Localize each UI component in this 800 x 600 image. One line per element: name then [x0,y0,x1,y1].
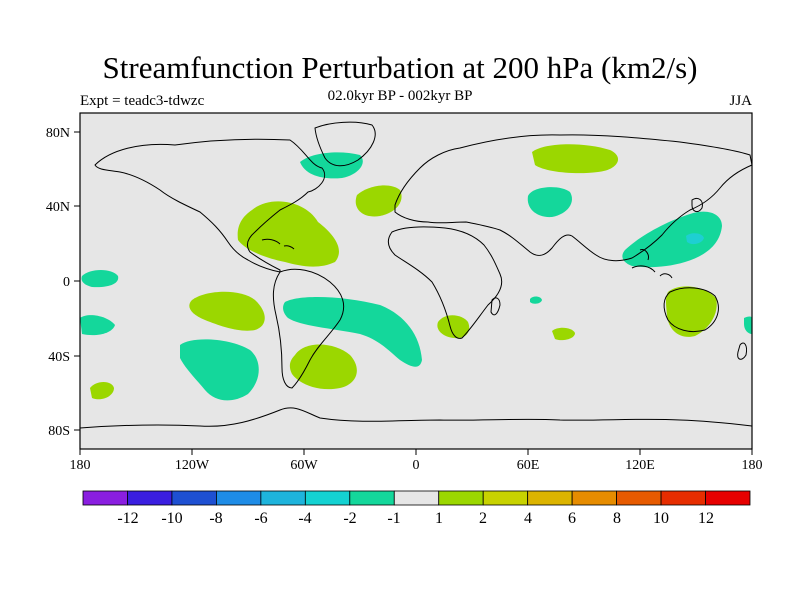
negative-anomaly-regions [80,152,752,401]
coastline-australia [663,287,719,333]
positive-region [237,201,339,267]
lat-tick-label: 80N [46,126,70,141]
colorbar-swatch [171,490,217,506]
lat-tick-labels: 80N 40N 0 40S 80S [46,126,70,439]
season-label: JJA [729,93,752,109]
colorbar-swatch [705,490,751,506]
coastline-south-america [272,268,345,389]
colorbar-swatch [571,490,618,506]
map-subtitle: 02.0kyr BP - 002kyr BP [327,88,473,104]
colorbar-swatch [527,490,573,506]
coastline-africa [387,226,503,339]
lat-tick-label: 0 [63,275,70,290]
colorbar-swatch [616,490,662,506]
map-background [80,113,752,449]
negative-region [744,316,752,334]
colorbar-swatch [260,490,306,506]
colorbar-label: -8 [209,510,222,527]
colorbar-label: 8 [613,510,621,527]
colorbar-label: -4 [298,510,311,527]
positive-region [90,382,114,400]
colorbar-label: -10 [161,510,182,527]
coastline-north-america [94,138,326,273]
colorbar-swatch [393,490,440,506]
lon-tick-label: 60E [517,458,540,473]
coastline-greenland [314,121,376,167]
lat-tick-label: 40S [48,350,70,365]
negative-region [80,315,115,336]
negative-region [300,152,363,179]
colorbar-swatch [660,490,706,506]
lon-tick-label: 180 [742,458,763,473]
colorbar-swatch [482,490,529,506]
colorbar-swatch [438,490,484,506]
colorbar [82,490,751,506]
coastline-eurasia [394,134,753,262]
colorbar-swatch [82,490,128,506]
positive-region [437,315,470,339]
lon-tick-label: 120E [625,458,655,473]
lat-tick-label: 40N [46,200,70,215]
coastline-indonesia [631,249,673,279]
colorbar-label: 1 [435,510,443,527]
coastlines [79,121,753,429]
colorbar-label: 12 [698,510,714,527]
coastline-new-zealand [737,342,747,360]
negative-strong-region [686,233,704,245]
colorbar-swatch [349,490,395,506]
colorbar-labels: -12 -10 -8 -6 -4 -2 -1 1 2 4 6 8 10 12 [117,510,714,527]
colorbar-label: -1 [387,510,400,527]
negative-region [527,187,572,218]
positive-region [355,185,402,217]
colorbar-swatch [127,490,173,506]
colorbar-swatch [304,490,351,506]
colorbar-label: -12 [117,510,138,527]
colorbar-label: 10 [653,510,669,527]
lon-tick-labels: 180 120W 60W 0 60E 120E 180 [70,458,763,473]
lon-tick-label: 0 [413,458,420,473]
coastline-japan [691,197,703,213]
coastline-madagascar [490,297,501,316]
colorbar-label: 6 [568,510,576,527]
coastline-caribbean [261,238,295,250]
positive-region [289,344,357,390]
negative-region [530,296,542,304]
lon-tick-label: 60W [290,458,318,473]
map-title: Streamfunction Perturbation at 200 hPa (… [102,50,698,85]
negative-region [180,339,259,401]
axis-ticks [74,131,753,455]
coastline-antarctica [79,407,753,429]
positive-region [552,327,575,341]
positive-region [532,144,619,174]
colorbar-label: -2 [343,510,356,527]
colorbar-label: 4 [524,510,532,527]
colorbar-label: 2 [479,510,487,527]
experiment-label: Expt = teadc3-tdwzc [80,93,205,109]
positive-region [666,286,717,337]
lon-tick-label: 180 [70,458,91,473]
colorbar-label: -6 [254,510,267,527]
negative-region [81,270,119,288]
positive-region [189,291,265,331]
lat-tick-label: 80S [48,424,70,439]
lon-tick-label: 120W [175,458,210,473]
negative-region [283,296,422,367]
positive-anomaly-regions [90,144,717,400]
colorbar-swatch [215,490,262,506]
